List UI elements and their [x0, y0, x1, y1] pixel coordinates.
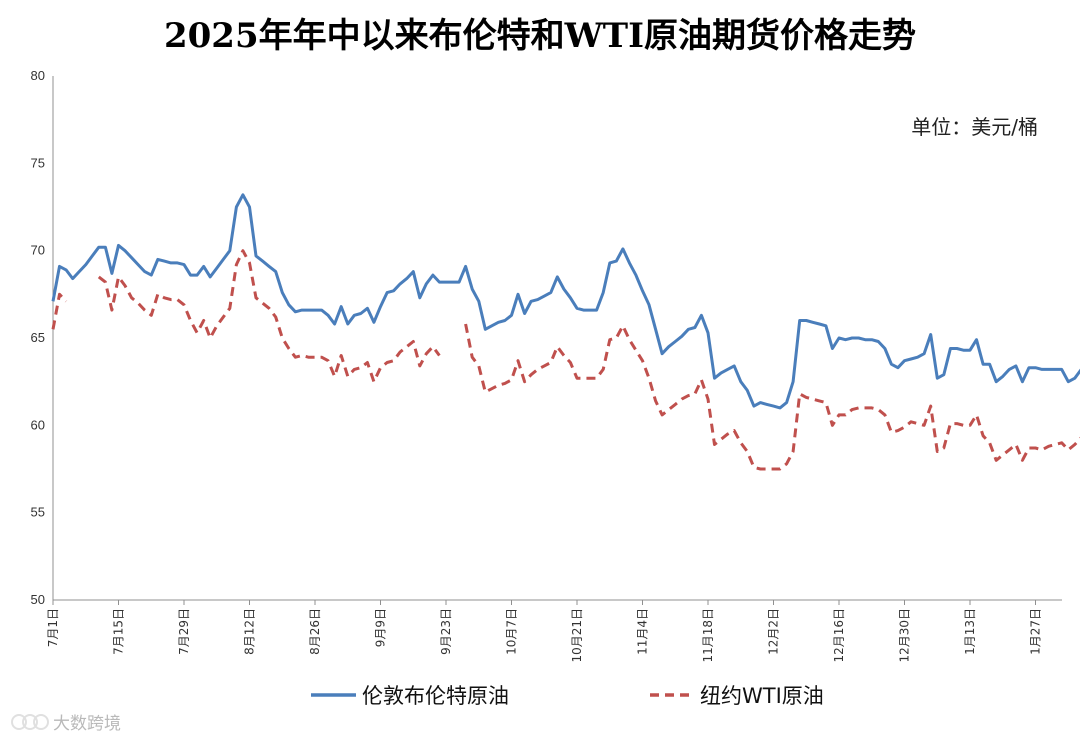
series-line-wti: [51, 249, 1080, 471]
watermark-text: 大数跨境: [53, 714, 121, 734]
y-tick-labels: 50 55 60 65 70 75 80: [31, 68, 45, 607]
watermark: 大数跨境: [11, 714, 121, 734]
x-tick-label: 8月26日: [308, 608, 322, 655]
x-tick-label: 1月13日: [963, 608, 977, 655]
x-tick-label: 7月15日: [112, 608, 126, 655]
y-tick-label: 55: [31, 505, 45, 520]
legend-label-brent: 伦敦布伦特原油: [362, 684, 509, 708]
series-layer: [51, 193, 1080, 471]
unit-label: 单位：美元/桶: [911, 115, 1038, 139]
watermark-logo-icon: [11, 714, 49, 730]
x-tick-label: 11月18日: [701, 608, 715, 663]
x-tick-label: 8月12日: [243, 608, 257, 655]
x-tick-label: 12月30日: [898, 608, 912, 663]
y-tick-label: 65: [31, 330, 45, 345]
x-tick-label: 12月2日: [767, 608, 781, 655]
x-tick-label: 10月21日: [570, 608, 584, 663]
x-tick-label: 9月9日: [374, 608, 388, 647]
series-line-brent: [51, 193, 1080, 410]
chart-title: 2025年年中以来布伦特和WTI原油期货价格走势: [164, 16, 916, 56]
y-tick-label: 70: [31, 243, 45, 258]
y-tick-label: 75: [31, 155, 45, 170]
legend-label-wti: 纽约WTI原油: [700, 684, 824, 708]
y-tick-label: 80: [31, 68, 45, 83]
y-tick-label: 50: [31, 592, 45, 607]
x-tick-label: 7月29日: [177, 608, 191, 655]
x-tick-labels: 7月1日 7月15日 7月29日 8月12日 8月26日 9月9日 9月23日 10月7日 10…: [46, 600, 1043, 663]
y-tick-label: 60: [31, 417, 45, 432]
x-tick-label: 7月1日: [46, 608, 60, 647]
legend: 伦敦布伦特原油 纽约WTI原油: [311, 684, 824, 708]
x-tick-label: 9月23日: [439, 608, 453, 655]
x-tick-label: 11月4日: [636, 608, 650, 655]
x-tick-label: 10月7日: [505, 608, 519, 655]
x-tick-label: 1月27日: [1029, 608, 1043, 655]
x-tick-label: 12月16日: [832, 608, 846, 663]
